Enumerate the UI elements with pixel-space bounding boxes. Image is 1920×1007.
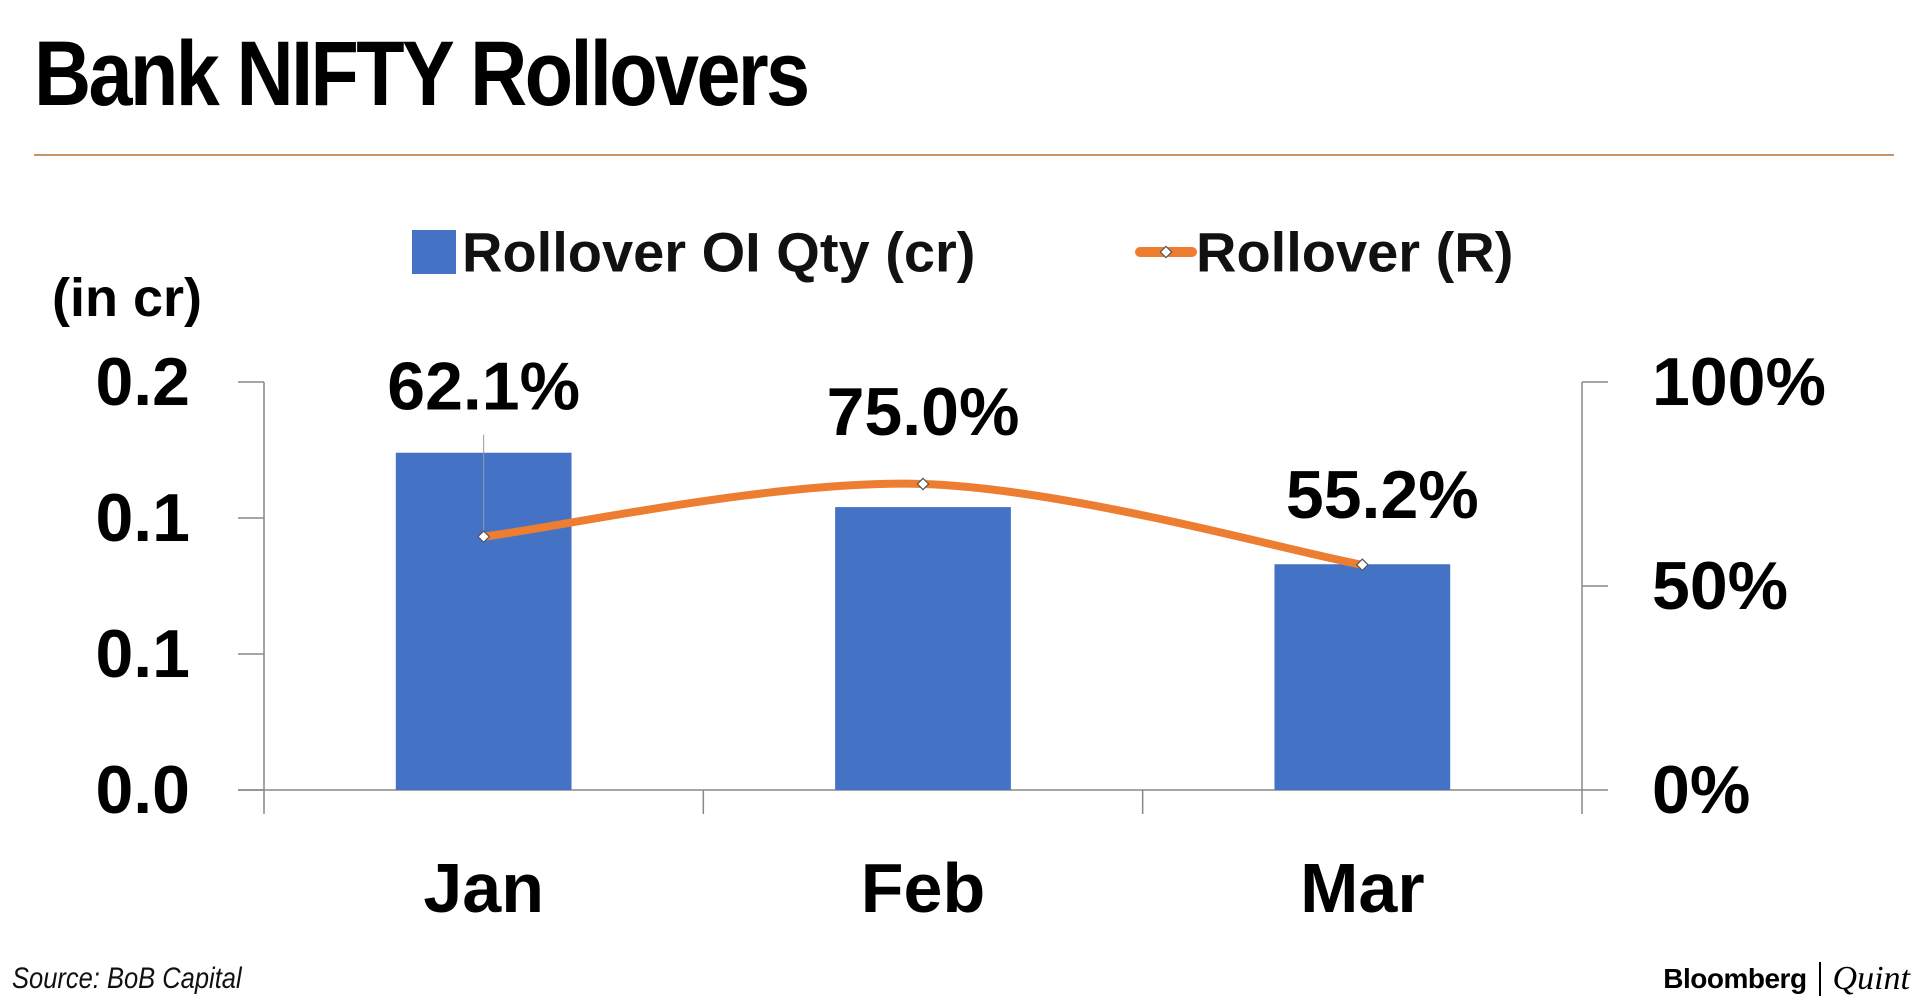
x-axis-label: Jan (423, 849, 544, 927)
left-axis-tick-label: 0.0 (95, 752, 190, 828)
brand-bloomberg: Bloomberg (1663, 963, 1807, 994)
right-axis-tick-label: 100% (1652, 344, 1826, 420)
title-divider (34, 154, 1894, 156)
right-axis-tick-label: 50% (1652, 548, 1788, 624)
x-axis-label: Mar (1300, 849, 1424, 927)
rollover-marker (916, 477, 930, 491)
legend-marker-line (1159, 245, 1173, 259)
chart-title: Bank NIFTY Rollovers (34, 23, 810, 125)
left-axis-tick-label: 0.2 (95, 344, 190, 420)
brand-separator (1818, 962, 1821, 996)
legend-swatch-bars (412, 230, 456, 274)
data-label: 75.0% (827, 374, 1020, 450)
left-axis-tick-label: 0.1 (95, 616, 190, 692)
brand-logo: Bloomberg Quint (1663, 960, 1910, 998)
right-axis-tick-label: 0% (1652, 752, 1750, 828)
brand-quint: Quint (1832, 960, 1910, 997)
rollover-marker (1355, 558, 1369, 572)
bar-feb (835, 507, 1011, 790)
chart-svg: 0.0 0.1 0.1 0.2 (in cr) 0% 50% 100% Jan Feb Mar 62.… (52, 221, 1826, 928)
bar-mar (1274, 564, 1451, 790)
data-label: 62.1% (387, 349, 580, 425)
source-note: Source: BoB Capital (12, 962, 242, 995)
legend-label-bars: Rollover OI Qty (cr) (462, 221, 975, 284)
rollover-marker (477, 530, 491, 544)
left-axis-label: (in cr) (52, 268, 202, 328)
left-axis-tick-label: 0.1 (95, 480, 190, 556)
legend-label-line: Rollover (R) (1196, 221, 1513, 284)
data-label: 55.2% (1286, 457, 1479, 533)
x-axis-label: Feb (861, 849, 985, 927)
